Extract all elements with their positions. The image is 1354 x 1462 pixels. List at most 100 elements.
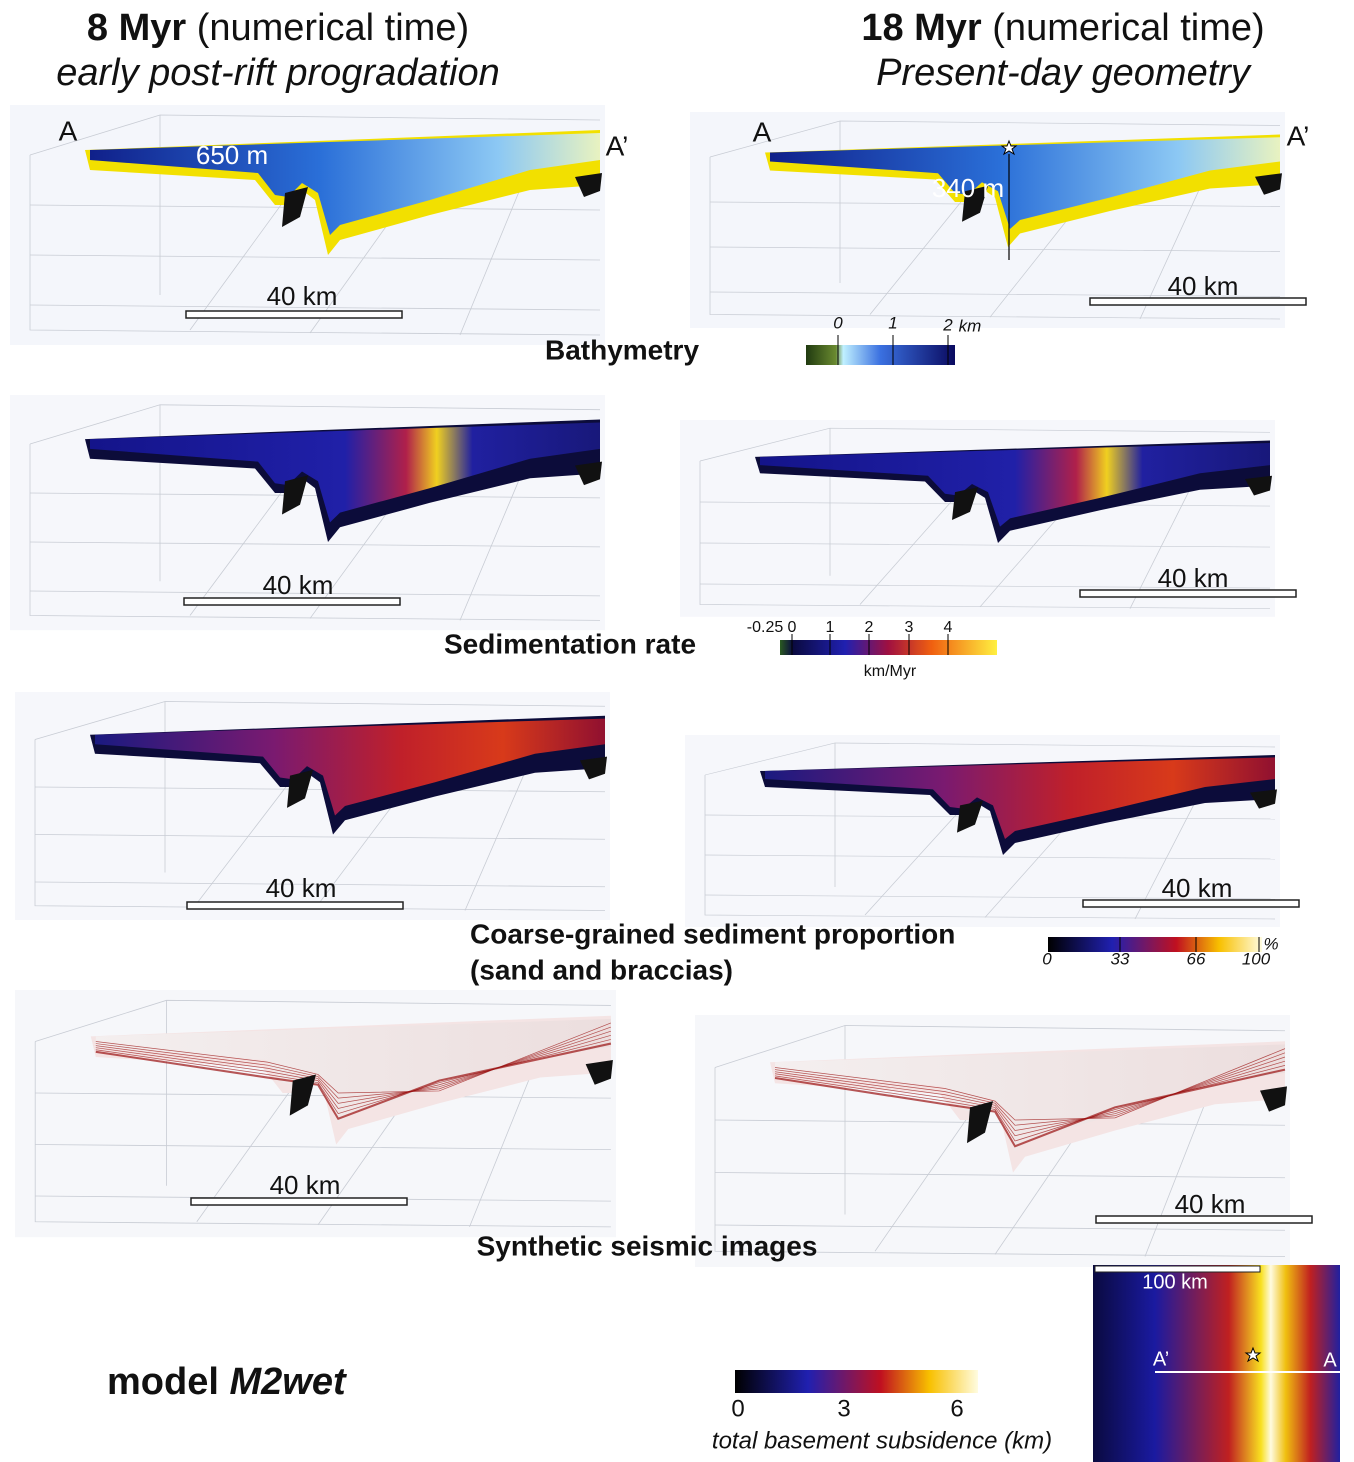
reflector	[95, 1030, 612, 1104]
row-title: Bathymetry	[545, 334, 699, 365]
grid-line	[709, 246, 1281, 252]
section-end: A	[1323, 1349, 1337, 1371]
model-name: M2wet	[229, 1361, 346, 1403]
colorbar-tick: 3	[905, 619, 914, 636]
header-left: 8 Myr (numerical time)	[87, 7, 469, 49]
grid-line	[34, 881, 606, 888]
grid-line	[29, 304, 601, 311]
grid-line	[699, 583, 1271, 589]
map-scale-bar	[1094, 1265, 1261, 1273]
basin-fill	[770, 137, 1280, 229]
map: 100 km A’ A	[1093, 1265, 1340, 1462]
model-panel	[680, 420, 1275, 617]
colorbar-tick: 1	[888, 313, 897, 332]
model-panel	[10, 105, 605, 345]
basement-high	[1260, 1086, 1287, 1112]
reflector	[774, 1052, 1286, 1126]
colorbar-tick: 0	[788, 619, 797, 636]
scale-bar-label: 40 km	[263, 570, 334, 600]
grid-line	[34, 701, 606, 740]
colorbar-tick: 2	[865, 619, 874, 636]
model-panel	[690, 112, 1285, 328]
depth-label: 650 m	[196, 140, 268, 170]
colorbar-ticks	[791, 634, 949, 655]
time: 8 Myr	[87, 7, 186, 49]
colorbar-unit: km	[959, 316, 982, 335]
grid-line	[29, 590, 601, 597]
grid-line	[459, 453, 531, 621]
scale-bar	[186, 901, 404, 910]
model-label: model M2wet	[107, 1361, 347, 1403]
grid-line	[1129, 469, 1201, 609]
colorbar-ticks	[1119, 937, 1260, 952]
section-start: A	[59, 115, 78, 146]
grid-line	[459, 164, 531, 336]
grid-line	[29, 541, 601, 548]
model-prefix: model	[107, 1361, 219, 1403]
grid-line	[29, 492, 601, 499]
colorbar-tick: -0.25	[747, 619, 784, 636]
scale-bar-label: 40 km	[267, 281, 338, 311]
scale-bar-label: 40 km	[1175, 1189, 1246, 1219]
time-note: (numerical time)	[197, 7, 469, 49]
basement-high	[575, 173, 602, 197]
scale-bar	[1079, 589, 1297, 598]
basin-fill	[95, 718, 605, 816]
section-start: A	[753, 116, 772, 147]
scale-bar	[190, 1197, 408, 1206]
grid-line	[1144, 1077, 1216, 1257]
colorbar-unit: km/Myr	[864, 663, 917, 680]
colorbar-tick: 66	[1187, 949, 1206, 968]
basement-high	[287, 769, 313, 808]
reflector	[95, 1026, 612, 1099]
grid-line	[29, 155, 601, 336]
colorbar	[780, 640, 997, 655]
grid-line	[1134, 782, 1206, 920]
model-panel	[10, 395, 605, 631]
scale-bar-label: 40 km	[266, 873, 337, 903]
row-title: Synthetic seismic images	[477, 1230, 818, 1261]
reflector	[95, 1042, 612, 1121]
grid-line	[35, 1144, 611, 1151]
section-start: A’	[1153, 1348, 1169, 1370]
scale-bar	[1095, 1215, 1313, 1224]
colorbar	[1048, 937, 1262, 952]
panels	[10, 105, 1290, 1267]
basin-fill	[90, 422, 600, 523]
basement-high	[952, 487, 978, 521]
basement-high	[585, 1060, 613, 1085]
reflector	[774, 1060, 1286, 1137]
grid-line	[699, 460, 1271, 609]
grid-line	[34, 739, 606, 911]
grid-line	[29, 254, 601, 261]
grid-line	[1139, 165, 1211, 320]
row-title: Sedimentation rate	[444, 628, 696, 659]
grid-line	[29, 204, 601, 211]
colorbar-tick: 33	[1111, 949, 1130, 968]
basin-fill	[90, 133, 600, 235]
colorbar-unit: %	[1263, 934, 1278, 953]
grid-line	[35, 1092, 611, 1099]
section-end: A’	[606, 130, 629, 161]
grid-line	[464, 748, 536, 911]
star-marker	[1244, 1346, 1262, 1363]
colorbar-tick: 2	[942, 315, 953, 334]
scale-bar	[183, 597, 401, 606]
header-right: 18 Myr (numerical time)	[861, 7, 1264, 49]
colorbar-tick: 100	[1242, 949, 1271, 968]
row-title: Coarse-grained sediment proportion	[470, 918, 955, 949]
grid-line	[699, 542, 1271, 548]
reflector	[774, 1056, 1286, 1131]
model-panel	[695, 1015, 1290, 1267]
grid-line	[34, 786, 606, 793]
basin-fill	[95, 1018, 611, 1124]
grid-line	[709, 291, 1281, 297]
grid-line	[704, 775, 1276, 920]
depth-label: 340 m	[932, 173, 1004, 203]
reflector	[774, 1068, 1286, 1148]
basement-high	[282, 475, 308, 515]
grid-line	[34, 1041, 611, 1228]
model-panel	[685, 735, 1280, 927]
colorbar-tick: 3	[837, 1395, 850, 1422]
